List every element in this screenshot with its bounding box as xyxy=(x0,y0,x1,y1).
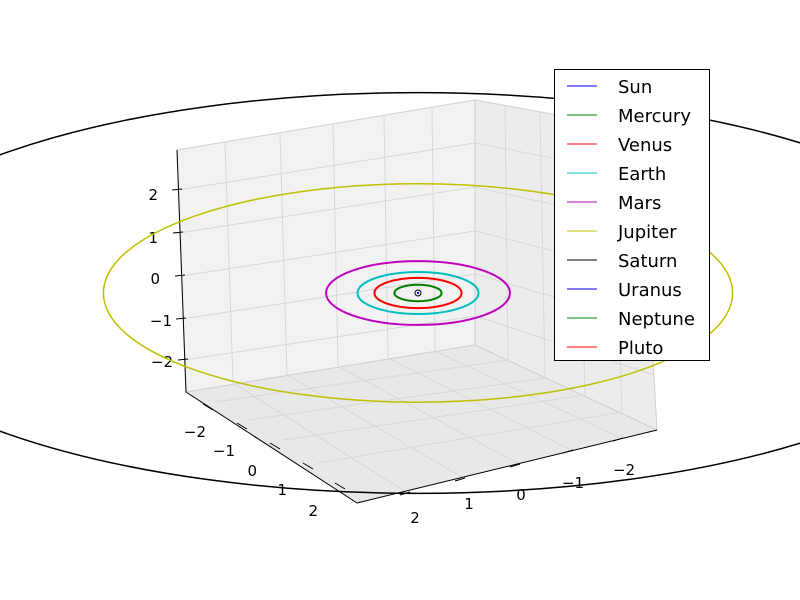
x-tick-mark xyxy=(562,449,574,454)
x-axis-line xyxy=(356,429,658,504)
z-tick-mark xyxy=(177,358,189,361)
x-tick-label: 0 xyxy=(516,486,526,504)
orbit-jupiter xyxy=(102,183,734,403)
z-tick-label: 1 xyxy=(148,229,158,247)
axis-lines xyxy=(176,149,658,504)
legend-label-jupiter: Jupiter xyxy=(617,222,677,243)
z-tick-label: 2 xyxy=(148,186,158,204)
y-tick-label: 2 xyxy=(308,502,318,520)
z-tick-mark xyxy=(172,231,184,234)
y-tick-mark xyxy=(302,462,314,470)
y-tick-labels: −2 −1 0 1 2 xyxy=(184,423,318,520)
gridline xyxy=(181,273,476,320)
gridline xyxy=(177,142,476,191)
y-tick-mark xyxy=(236,422,248,430)
legend-label-mercury: Mercury xyxy=(618,106,691,127)
z-tick-labels: 2 1 0 −1 −2 xyxy=(148,186,173,371)
gridline xyxy=(232,382,407,493)
x-tick-label: −1 xyxy=(562,474,584,492)
x-tick-mark xyxy=(612,437,624,442)
orbit-mercury xyxy=(393,283,443,303)
z-tick-label: −1 xyxy=(150,312,172,330)
legend-frame xyxy=(554,69,710,361)
gridline xyxy=(504,104,509,361)
gridline xyxy=(434,350,620,438)
y-tick-mark xyxy=(202,403,214,411)
x-tick-mark xyxy=(454,477,466,482)
x-tick-mark xyxy=(509,463,521,468)
legend-label-saturn: Saturn xyxy=(618,251,677,272)
gridline xyxy=(178,186,476,234)
legend-label-sun: Sun xyxy=(618,77,652,98)
x-tick-label: 2 xyxy=(410,509,420,527)
legend-label-neptune: Neptune xyxy=(618,309,695,330)
legend-label-venus: Venus xyxy=(618,135,672,156)
legend-label-pluto: Pluto xyxy=(618,338,663,359)
gridline xyxy=(337,365,518,464)
gridline xyxy=(332,123,339,367)
legend-label-mars: Mars xyxy=(618,193,661,214)
y-tick-label: −2 xyxy=(184,423,206,441)
y-tick-label: 1 xyxy=(277,481,287,499)
orbit-sun xyxy=(414,289,422,297)
x-tick-label: −2 xyxy=(613,461,635,479)
z-tick-mark xyxy=(175,317,187,320)
orbit-saturn xyxy=(0,91,800,495)
tick-marks xyxy=(171,188,624,496)
legend: Sun Mercury Venus Earth Mars Jupiter Saturn Ura… xyxy=(554,69,710,361)
y-tick-mark xyxy=(334,482,346,490)
y-tick-label: 0 xyxy=(247,462,257,480)
legend-label-earth: Earth xyxy=(618,164,666,185)
gridline xyxy=(539,111,546,379)
gridline xyxy=(247,377,546,421)
x-tick-labels: 2 1 0 −1 −2 xyxy=(410,461,635,527)
gridline xyxy=(387,357,570,450)
gridline xyxy=(183,315,476,361)
gridline xyxy=(214,359,509,403)
z-tick-label: 0 xyxy=(150,270,160,288)
z-axis-line xyxy=(176,149,187,393)
z-tick-mark xyxy=(174,274,186,277)
y-tick-mark xyxy=(269,442,281,450)
back-pane-left xyxy=(176,99,476,393)
gridline xyxy=(383,114,389,359)
y-tick-label: −1 xyxy=(213,442,235,460)
orbit-mars xyxy=(325,260,511,326)
x-tick-label: 1 xyxy=(464,495,474,513)
sun-marker xyxy=(416,291,420,295)
legend-label-uranus: Uranus xyxy=(618,280,682,301)
gridline xyxy=(180,230,476,277)
gridline xyxy=(431,106,436,352)
orbit-venus xyxy=(373,276,463,310)
y-axis-line xyxy=(185,391,358,504)
z-tick-label: −2 xyxy=(151,353,173,371)
orbit-earth xyxy=(356,271,480,315)
gridline xyxy=(286,374,463,478)
z-tick-mark xyxy=(171,188,183,191)
